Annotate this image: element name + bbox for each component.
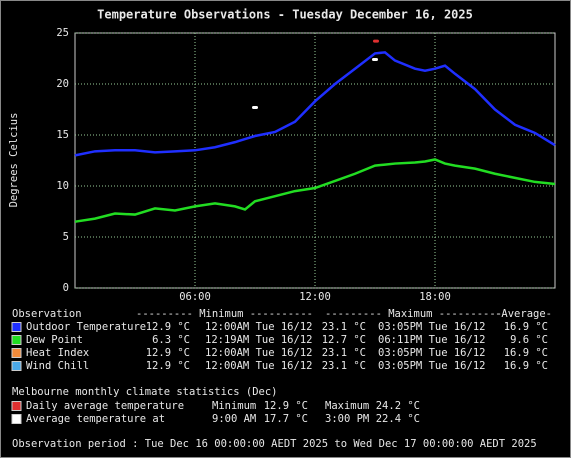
legend-swatch — [11, 335, 22, 345]
legend-swatch — [11, 348, 22, 358]
table-cell: 12:00AM Tue 16/12 — [205, 347, 312, 359]
table-cell: 12:00AM Tue 16/12 — [205, 321, 312, 333]
legend-swatch — [11, 414, 22, 424]
table-cell: 12.9 °C — [146, 321, 190, 333]
table-cell: 03:05PM Tue 16/12 — [378, 360, 485, 372]
table-cell: 23.1 °C — [322, 360, 366, 372]
table-cell: 16.9 °C — [504, 347, 548, 359]
table-cell: Minimum — [212, 400, 256, 412]
legend-swatch — [11, 401, 22, 411]
table-cell: 23.1 °C — [322, 321, 366, 333]
table-cell: 12:00AM Tue 16/12 — [205, 360, 312, 372]
table-cell: Wind Chill — [26, 360, 89, 372]
table-header: Observation — [12, 308, 82, 320]
table-cell: 16.9 °C — [504, 360, 548, 372]
y-tick-label: 10 — [56, 180, 69, 192]
table-cell: 06:11PM Tue 16/12 — [378, 334, 485, 346]
y-tick-label: 0 — [63, 282, 69, 294]
table-cell: 22.4 °C — [376, 413, 420, 425]
table-header: --------- Maximum ---------- — [325, 308, 502, 320]
climate-marker — [372, 58, 378, 62]
x-tick-label: 12:00 — [299, 291, 331, 303]
y-tick-label: 15 — [56, 129, 69, 141]
table-cell: 03:05PM Tue 16/12 — [378, 321, 485, 333]
y-tick-label: 20 — [56, 78, 69, 90]
table-header: --------- Minimum ---------- — [136, 308, 313, 320]
climate-marker — [373, 39, 379, 43]
table-cell: 23.1 °C — [322, 347, 366, 359]
y-tick-label: 25 — [56, 27, 69, 39]
table-header: -Average- — [495, 308, 552, 320]
table-cell: Heat Index — [26, 347, 89, 359]
y-tick-label: 5 — [63, 231, 69, 243]
table-cell: 12.9 °C — [264, 400, 308, 412]
table-cell: 17.7 °C — [264, 413, 308, 425]
climate-marker — [252, 105, 258, 109]
table-cell: 9.6 °C — [510, 334, 548, 346]
legend-swatch — [11, 361, 22, 371]
climate-title: Melbourne monthly climate statistics (De… — [12, 386, 278, 398]
table-cell: 16.9 °C — [504, 321, 548, 333]
table-cell: Average temperature at — [26, 413, 165, 425]
series-line — [74, 51, 556, 157]
x-tick-label: 18:00 — [419, 291, 451, 303]
table-cell: Daily average temperature — [26, 400, 184, 412]
table-cell: 3:00 PM — [325, 413, 369, 425]
table-cell: 6.3 °C — [152, 334, 190, 346]
series-line — [74, 158, 556, 223]
chart-title: Temperature Observations - Tuesday Decem… — [97, 8, 473, 22]
legend-swatch — [11, 322, 22, 332]
y-axis-label: Degrees Celcius — [8, 113, 20, 208]
table-cell: 12.7 °C — [322, 334, 366, 346]
x-tick-label: 06:00 — [179, 291, 211, 303]
period: Observation period : Tue Dec 16 00:00:00… — [12, 438, 537, 450]
table-cell: Dew Point — [26, 334, 83, 346]
table-cell: Maximum — [325, 400, 369, 412]
table-cell: 12.9 °C — [146, 360, 190, 372]
table-cell: Outdoor Temperature — [26, 321, 146, 333]
table-cell: 24.2 °C — [376, 400, 420, 412]
table-cell: 12.9 °C — [146, 347, 190, 359]
table-cell: 12:19AM Tue 16/12 — [205, 334, 312, 346]
table-cell: 9:00 AM — [212, 413, 256, 425]
table-cell: 03:05PM Tue 16/12 — [378, 347, 485, 359]
